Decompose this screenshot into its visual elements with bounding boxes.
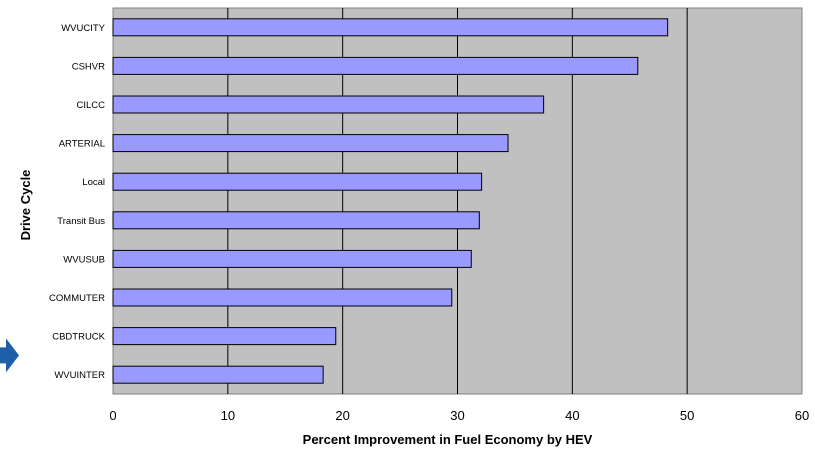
bar <box>112 56 639 75</box>
category-labels: WVUCITY CSHVR CILCC ARTERIAL Local Transit Bu… <box>49 23 106 381</box>
category-label: WVUSUB <box>63 254 105 265</box>
bar <box>112 95 545 114</box>
x-tick-label: 20 <box>335 408 349 423</box>
category-label: ARTERIAL <box>59 139 105 150</box>
y-axis-title: Drive Cycle <box>18 170 33 241</box>
category-label: WVUINTER <box>54 370 105 381</box>
x-tick-label: 40 <box>565 408 579 423</box>
category-label: Transit Bus <box>57 216 105 227</box>
x-tick-label: 10 <box>221 408 235 423</box>
bar <box>112 172 483 191</box>
bar <box>112 365 324 384</box>
bar <box>112 288 453 307</box>
category-label: CILCC <box>76 100 105 111</box>
x-tick-label: 50 <box>680 408 694 423</box>
category-label: WVUCITY <box>61 23 105 34</box>
x-tick-label: 60 <box>795 408 809 423</box>
bar <box>112 249 472 268</box>
x-tick-label: 0 <box>109 408 116 423</box>
bars <box>112 18 669 384</box>
category-label: CSHVR <box>72 61 105 72</box>
bar <box>112 18 669 37</box>
bar <box>112 211 480 230</box>
category-label: Local <box>82 177 105 188</box>
category-label: COMMUTER <box>49 293 105 304</box>
bar <box>112 327 337 346</box>
x-tick-label: 30 <box>450 408 464 423</box>
arrow-icon <box>0 338 19 373</box>
x-tick-labels: 0 10 20 30 40 50 60 <box>109 408 809 423</box>
bar <box>112 134 509 153</box>
x-axis-title: Percent Improvement in Fuel Economy by H… <box>303 432 593 447</box>
category-label: CBDTRUCK <box>52 332 105 343</box>
